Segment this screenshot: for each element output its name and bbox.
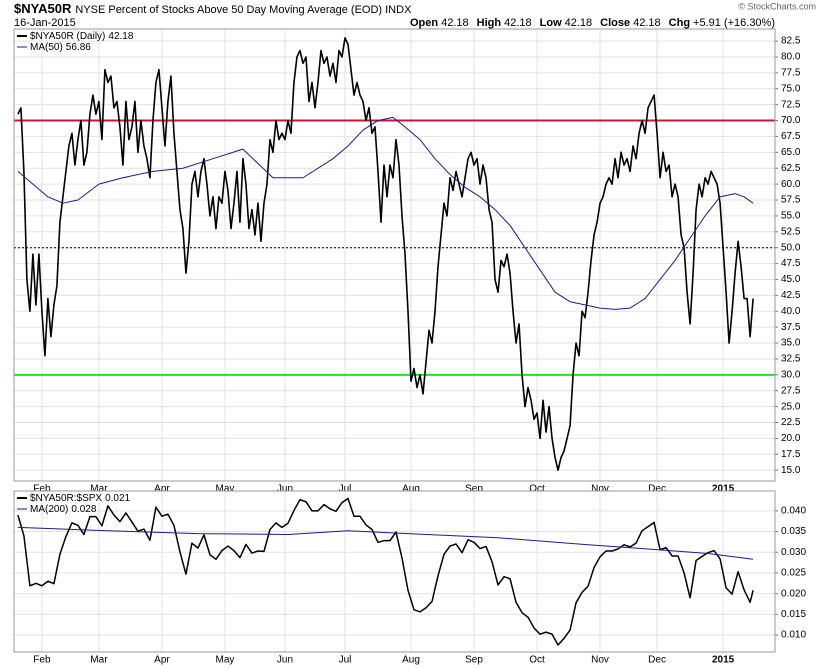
legend-name: $NYA50R:$SPX [30,493,102,504]
quote-value: 42.18 [504,17,532,29]
legend-value: 56.86 [66,42,91,53]
plot-border [13,28,776,482]
y-tick-label: 42.5 [781,290,801,301]
x-tick-label: Feb [33,484,51,495]
series-line [17,526,754,560]
y-tick-label: 0.015 [781,609,806,620]
y-tick-label: 67.5 [781,131,801,142]
series-line [17,116,754,310]
quote-value: 42.18 [633,17,661,29]
quote-label: Open [410,17,438,29]
plot-border [13,490,776,653]
credit: © StockCharts.com [738,1,816,11]
y-tick-label: 40.0 [781,306,801,317]
y-tick-label: 65.0 [781,147,801,158]
quote-label: Low [540,17,562,29]
y-tick-label: 80.0 [781,52,801,63]
y-tick-label: 0.010 [781,630,806,641]
y-tick-label: 62.5 [781,163,801,174]
legend-name: MA(50) [30,42,63,53]
y-tick-label: 0.025 [781,568,806,579]
y-tick-label: 0.020 [781,588,806,599]
y-tick-label: 0.030 [781,547,806,558]
y-tick-label: 25.0 [781,401,801,412]
x-tick-label: Nov [591,484,609,495]
x-tick-label: 2015 [712,655,735,666]
y-tick-label: 47.5 [781,258,801,269]
x-tick-label: Oct [529,484,545,495]
quote-line: Open 42.18 High 42.18 Low 42.18 Close 42.18 Chg +… [410,17,775,29]
x-tick-label: Apr [154,655,170,666]
legend-value: 42.18 [108,31,133,42]
x-tick-label: Jul [339,484,352,495]
legend-value: 0.021 [105,493,130,504]
y-tick-label: 15.0 [781,465,801,476]
y-tick-label: 77.5 [781,68,801,79]
x-tick-label: Dec [648,655,666,666]
y-tick-label: 0.040 [781,506,806,517]
y-tick-label: 50.0 [781,242,801,253]
x-tick-label: Aug [402,484,420,495]
x-tick-label: Aug [402,655,420,666]
x-tick-label: Apr [154,484,170,495]
y-tick-label: 0.035 [781,526,806,537]
x-tick-label: Mar [90,484,108,495]
y-tick-label: 35.0 [781,338,801,349]
quote-label: High [477,17,502,29]
x-tick-label: 2015 [712,484,735,495]
x-tick-label: Sep [465,484,483,495]
y-tick-label: 57.5 [781,195,801,206]
y-tick-label: 60.0 [781,179,801,190]
series-line [17,497,754,646]
y-tick-label: 32.5 [781,354,801,365]
quote-value: 42.18 [565,17,593,29]
chart-title: $NYA50R [14,1,72,16]
quote-value: 42.18 [441,17,469,29]
y-tick-label: 27.5 [781,385,801,396]
legend-entry: MA(50) 56.86 [30,42,91,53]
header-title-line: $NYA50R NYSE Percent of Stocks Above 50 D… [14,1,412,16]
y-tick-label: 55.0 [781,211,801,222]
x-tick-label: Sep [465,655,483,666]
chart-subtitle: NYSE Percent of Stocks Above 50 Day Movi… [75,4,412,16]
legend-entry: MA(200) 0.028 [30,504,97,515]
plot-area [13,28,776,482]
x-tick-label: Mar [90,655,108,666]
y-tick-label: 52.5 [781,226,801,237]
y-tick-label: 45.0 [781,274,801,285]
quote-label: Close [600,17,630,29]
legend-entry: $NYA50R (Daily) 42.18 [30,31,134,42]
y-tick-label: 22.5 [781,417,801,428]
quote-date: 16-Jan-2015 [14,17,76,29]
y-tick-label: 72.5 [781,99,801,110]
x-tick-label: Oct [529,655,545,666]
y-tick-label: 17.5 [781,449,801,460]
y-tick-label: 75.0 [781,83,801,94]
x-tick-label: Jun [277,655,293,666]
x-tick-label: Nov [591,655,609,666]
quote-label: Chg [669,17,690,29]
x-tick-label: May [216,655,235,666]
x-tick-label: Jul [339,655,352,666]
quote-value: +5.91 (+16.30%) [693,17,775,29]
y-tick-label: 30.0 [781,369,801,380]
x-tick-label: May [216,484,235,495]
legend-entry: $NYA50R:$SPX 0.021 [30,493,131,504]
y-tick-label: 82.5 [781,36,801,47]
legend-value: 0.028 [71,504,96,515]
legend-name: MA(200) [30,504,68,515]
series-line [17,37,754,471]
legend-name: $NYA50R (Daily) [30,31,105,42]
y-tick-label: 37.5 [781,322,801,333]
y-tick-label: 20.0 [781,433,801,444]
x-tick-label: Jun [277,484,293,495]
y-tick-label: 70.0 [781,115,801,126]
x-tick-label: Feb [33,655,51,666]
x-tick-label: Dec [648,484,666,495]
